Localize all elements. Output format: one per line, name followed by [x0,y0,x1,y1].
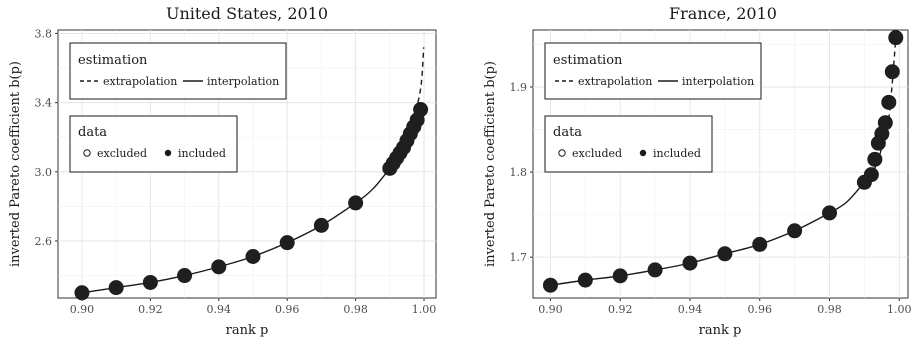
legend-label-excluded: excluded [97,147,147,160]
data-points [74,102,429,301]
data-point [245,249,261,264]
x-tick-label: 0.90 [538,303,563,316]
y-axis-label: inverted Pareto coefficient b(p) [8,61,23,267]
x-tick-label: 1.00 [887,303,911,316]
data-point [108,280,124,296]
legend-key-included [639,149,647,157]
extrapolation-line [888,37,897,120]
data-point [647,262,663,278]
legend-key-included [164,149,172,157]
data-point [577,272,593,288]
legend-key-excluded [83,149,91,157]
data-point [142,274,158,290]
data-point [542,277,558,293]
legend-estimation: estimation extrapolation interpolation [544,42,762,100]
x-tick-label: 0.96 [747,303,772,316]
legend-data: data excluded included [544,115,713,173]
x-tick-label: 0.98 [343,303,368,316]
x-axis-label: rank p [226,323,269,338]
y-axis-ticks: 2.6 3.0 3.4 3.8 [35,27,58,248]
legend-estimation: estimation extrapolation interpolation [69,42,287,100]
data-point [867,151,883,167]
legend-key-excluded [558,149,566,157]
data-point [74,285,90,301]
legend-box [544,42,762,100]
legend-title: estimation [78,53,148,68]
chart-panel-united-states: United States, 2010 0.90 0.92 0.94 0.96 0.98… [8,4,437,338]
y-axis-label: inverted Pareto coefficient b(p) [483,61,498,267]
data-point [211,259,227,275]
data-point [884,64,900,80]
chart-title: United States, 2010 [166,4,328,23]
y-tick-label: 3.8 [35,27,53,40]
legend-label-excluded: excluded [572,147,622,160]
data-point [717,246,733,262]
data-point [752,236,768,252]
y-axis-ticks: 1.7 1.8 1.9 [510,81,533,264]
x-axis-ticks: 0.90 0.92 0.94 0.96 0.98 1.00 [538,298,911,316]
x-tick-label: 0.92 [138,303,163,316]
x-tick-label: 0.96 [275,303,300,316]
chart-panel-france: France, 2010 0.90 0.92 0.94 0.96 0.98 1.00 1.… [483,4,911,338]
chart-title: France, 2010 [669,4,777,23]
x-tick-label: 1.00 [412,303,437,316]
data-point [313,217,329,233]
data-point [863,167,879,183]
data-point [888,30,904,46]
legend-title: estimation [553,53,623,68]
legend-box [69,115,238,173]
legend-label-included: included [653,147,701,160]
y-tick-label: 3.0 [35,166,53,179]
y-tick-label: 1.7 [510,251,528,264]
data-point [822,205,838,221]
legend-label-interpolation: interpolation [682,75,754,88]
x-tick-label: 0.90 [70,303,95,316]
data-point [413,102,429,118]
legend-box [544,115,713,173]
legend-label-interpolation: interpolation [207,75,279,88]
legend-title: data [78,125,107,140]
legend-data: data excluded included [69,115,238,173]
data-point [612,268,628,284]
y-tick-label: 2.6 [35,235,53,248]
data-points [542,30,904,293]
x-axis-label: rank p [699,323,742,338]
legend-title: data [553,125,582,140]
x-tick-label: 0.98 [817,303,842,316]
x-tick-label: 0.92 [608,303,633,316]
legend-label-extrapolation: extrapolation [103,75,177,88]
data-point [787,223,803,239]
legend-label-included: included [178,147,226,160]
y-tick-label: 3.4 [35,97,53,110]
legend-box [69,42,287,100]
data-point [877,115,893,131]
data-point [348,195,364,211]
legend-label-extrapolation: extrapolation [578,75,652,88]
data-point [279,235,295,251]
data-point [682,255,698,271]
x-tick-label: 0.94 [207,303,232,316]
data-point [881,94,897,110]
x-axis-ticks: 0.90 0.92 0.94 0.96 0.98 1.00 [70,298,437,316]
data-point [177,268,193,284]
y-tick-label: 1.8 [510,166,528,179]
x-tick-label: 0.94 [678,303,703,316]
y-tick-label: 1.9 [510,81,528,94]
